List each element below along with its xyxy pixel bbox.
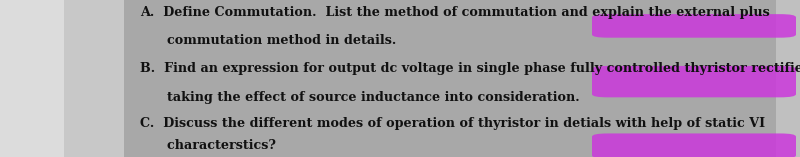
FancyBboxPatch shape xyxy=(592,66,796,97)
FancyBboxPatch shape xyxy=(592,14,796,38)
Text: C.  Discuss the different modes of operation of thyristor in detials with help o: C. Discuss the different modes of operat… xyxy=(140,116,765,130)
Text: B.  Find an expression for output dc voltage in single phase fully controlled th: B. Find an expression for output dc volt… xyxy=(140,62,800,75)
Text: A.  Define Commutation.  List the method of commutation and explain the external: A. Define Commutation. List the method o… xyxy=(140,6,770,19)
Text: commutation method in details.: commutation method in details. xyxy=(140,34,396,47)
Text: characterstics?: characterstics? xyxy=(140,139,276,152)
Text: taking the effect of source inductance into consideration.: taking the effect of source inductance i… xyxy=(140,91,580,104)
Bar xyxy=(0,0,64,157)
Bar xyxy=(776,0,800,157)
FancyBboxPatch shape xyxy=(592,133,796,157)
Bar xyxy=(0,0,124,157)
